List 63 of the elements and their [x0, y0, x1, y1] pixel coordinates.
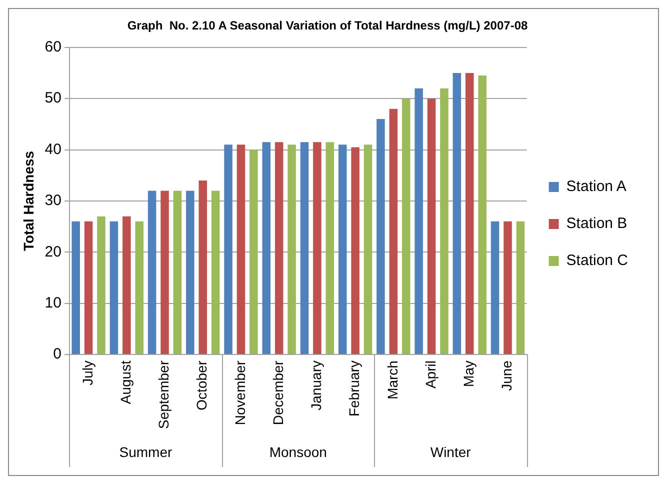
y-tick-label: 0 — [53, 346, 62, 363]
bar — [84, 221, 93, 354]
bar — [466, 72, 474, 354]
bar — [427, 98, 436, 354]
bar — [72, 221, 80, 354]
bar — [148, 190, 156, 354]
bar — [97, 216, 106, 354]
bar — [326, 142, 334, 354]
bar — [313, 142, 322, 354]
bar — [300, 142, 309, 354]
y-tick-label: 60 — [44, 38, 62, 56]
legend-label: Station A — [566, 178, 626, 196]
bar — [440, 88, 448, 354]
x-tick-label: June — [498, 360, 515, 391]
bar — [186, 190, 194, 354]
x-tick-label: July — [79, 360, 96, 386]
bar — [364, 144, 372, 354]
x-tick-label: December — [270, 360, 286, 426]
x-tick-label: January — [308, 360, 324, 410]
bar — [122, 216, 131, 354]
bar — [211, 190, 220, 354]
x-tick-label: March — [384, 360, 400, 400]
bar — [262, 142, 271, 354]
bar — [160, 190, 169, 354]
bar — [110, 221, 118, 354]
bar — [173, 190, 182, 354]
bar — [490, 221, 500, 354]
bar — [414, 88, 423, 354]
bar — [198, 180, 207, 354]
bar — [135, 221, 144, 354]
bar — [351, 147, 360, 354]
text: Summer — [119, 444, 172, 460]
bar — [274, 142, 284, 354]
legend-label: Station C — [566, 252, 628, 270]
bar — [338, 144, 347, 354]
x-tick-label: September — [156, 360, 172, 429]
bar — [452, 72, 462, 354]
y-tick-label: 30 — [44, 192, 62, 210]
legend-label: Station B — [566, 215, 628, 232]
bar — [389, 108, 398, 354]
x-tick-label: May — [460, 360, 476, 387]
bar — [376, 119, 385, 354]
x-tick-label: August — [118, 360, 134, 404]
bar — [236, 144, 246, 354]
bar — [288, 144, 296, 354]
chart-title: Graph No. 2.10 A Seasonal Variation of Total Hardness (mg/L) 2007-08 — [127, 18, 528, 33]
text: Monsoon — [269, 444, 327, 460]
bar — [516, 221, 525, 354]
x-tick-label: November — [232, 360, 248, 426]
text: Winter — [430, 444, 472, 460]
bar — [250, 150, 258, 354]
y-tick-label: 10 — [44, 294, 62, 312]
bar — [402, 98, 410, 354]
x-tick-label: February — [346, 360, 362, 417]
y-tick-label: 40 — [44, 140, 62, 158]
bar — [478, 76, 486, 354]
y-tick-label: 50 — [44, 90, 62, 107]
y-axis-title: Total Hardness — [20, 150, 36, 252]
y-tick-label: 20 — [44, 243, 62, 260]
x-tick-label: April — [422, 360, 438, 389]
bar — [224, 144, 232, 354]
bar — [504, 221, 512, 354]
x-tick-label: October — [194, 360, 210, 410]
